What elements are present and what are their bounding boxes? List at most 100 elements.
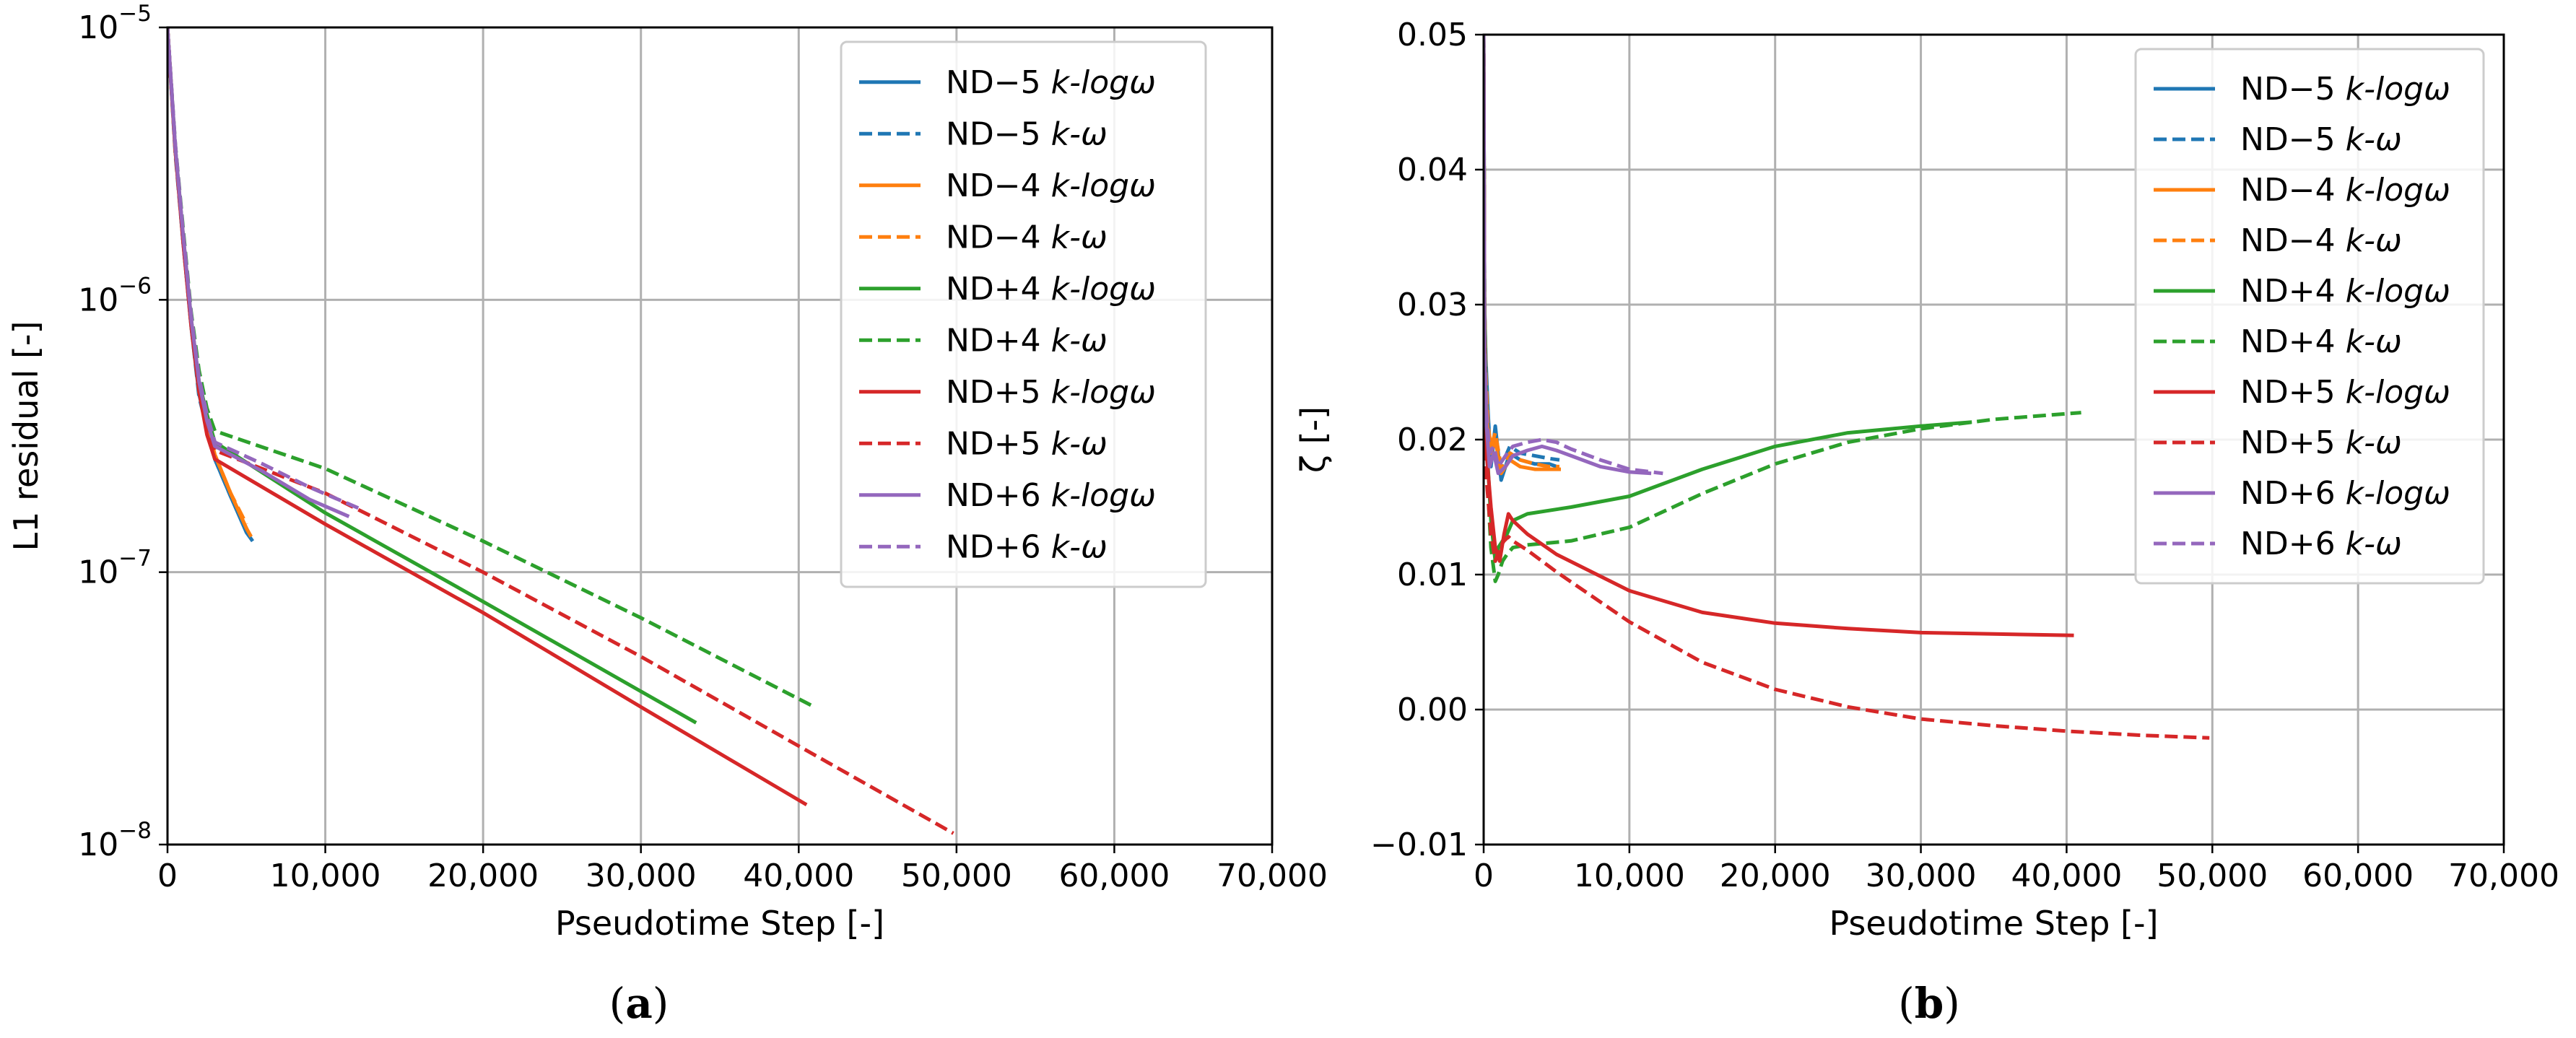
legend-entry-prefix: ND+5 <box>946 374 1051 411</box>
legend-entry-model: k-logω <box>2346 475 2450 512</box>
legend-entry-model: k-logω <box>2346 172 2450 209</box>
panel-caption: (a) <box>609 979 669 1028</box>
legend-entry-prefix: ND−5 <box>2240 121 2346 158</box>
legend-entry-model: k-ω <box>1051 425 1108 462</box>
legend-entry-6: ND+4 k-ω <box>946 322 1108 359</box>
legend-entry-model: k-logω <box>2346 374 2450 411</box>
legend-entry-prefix: ND−4 <box>946 167 1051 204</box>
y-tick-label: 10−6 <box>78 273 152 318</box>
legend-entry-model: k-ω <box>2346 121 2402 158</box>
legend-entry-model: k-logω <box>2346 71 2450 108</box>
x-axis-label: Pseudotime Step [-] <box>555 904 884 943</box>
legend-entry-prefix: ND+5 <box>2240 374 2346 411</box>
y-tick-base: 10 <box>78 282 118 318</box>
legend-entry-model: k-ω <box>1051 528 1108 565</box>
panel-a: 0 10,000 20,000 30,000 40,000 50,000 60,000 70,… <box>6 1 1328 1028</box>
series-line-8 <box>1484 35 2210 740</box>
legend-entry-5: ND+4 k-logω <box>2240 273 2450 310</box>
x-tick-label: 40,000 <box>2011 858 2122 894</box>
y-tick-base: 10 <box>78 554 118 591</box>
panel-b: 0 10,000 20,000 30,000 40,000 50,000 60,000 70,… <box>1294 17 2559 1028</box>
legend-entry-prefix: ND−4 <box>2240 172 2346 209</box>
x-tick-label: 50,000 <box>901 858 1012 894</box>
legend-entry-prefix: ND+4 <box>2240 323 2346 360</box>
legend-entry-prefix: ND+6 <box>2240 475 2346 512</box>
y-tick-base: 10 <box>78 827 118 863</box>
x-tick-label: 20,000 <box>427 858 539 894</box>
legend-entry-9: ND+6 k-logω <box>2240 475 2450 512</box>
series-line-10 <box>1484 35 1663 476</box>
legend-entry-model: k-logω <box>1051 167 1156 204</box>
legend-entry-model: k-ω <box>2346 424 2402 461</box>
x-tick-label: 40,000 <box>743 858 854 894</box>
x-tick-label: 50,000 <box>2157 858 2268 894</box>
legend-entry-prefix: ND+6 <box>2240 525 2346 562</box>
legend-entry-5: ND+4 k-logω <box>946 271 1156 308</box>
y-tick-exponent: −7 <box>118 546 152 572</box>
panel-caption-letter: a <box>625 979 653 1028</box>
x-tick-label: 60,000 <box>2302 858 2414 894</box>
legend-entry-3: ND−4 k-logω <box>2240 172 2450 209</box>
legend-entry-1: ND−5 k-logω <box>2240 71 2450 108</box>
y-tick-label: 10−7 <box>78 546 152 591</box>
legend-box <box>2134 48 2485 585</box>
legend-entry-prefix: ND+5 <box>2240 424 2346 461</box>
legend-entry-3: ND−4 k-logω <box>946 167 1156 204</box>
legend-entry-prefix: ND−4 <box>2240 222 2346 259</box>
y-tick-label: 0.04 <box>1397 152 1468 188</box>
y-tick-label: 0.01 <box>1397 557 1468 593</box>
x-tick-label: 70,000 <box>2448 858 2559 894</box>
legend-box <box>840 40 1207 588</box>
legend-entry-model: k-logω <box>1051 374 1156 411</box>
legend-entry-7: ND+5 k-logω <box>946 374 1156 411</box>
legend-entry-prefix: ND+6 <box>946 477 1051 514</box>
legend-entry-2: ND−5 k-ω <box>2240 121 2402 158</box>
legend-entry-9: ND+6 k-logω <box>946 477 1156 514</box>
y-axis-label: ζ [-] <box>1294 406 1333 473</box>
y-tick-label: 0.00 <box>1397 692 1468 728</box>
x-tick-label: 0 <box>157 858 178 894</box>
legend-entry-prefix: ND−5 <box>2240 71 2346 108</box>
series-group <box>167 27 954 835</box>
x-tick-label: 10,000 <box>1574 858 1685 894</box>
legend-entry-4: ND−4 k-ω <box>946 219 1108 256</box>
legend-entry-prefix: ND+4 <box>2240 273 2346 310</box>
x-axis-label: Pseudotime Step [-] <box>1829 904 2158 943</box>
legend-entry-prefix: ND−5 <box>946 115 1051 152</box>
legend-entry-model: k-ω <box>2346 222 2402 259</box>
y-tick-exponent: −5 <box>118 1 152 27</box>
y-tick-exponent: −8 <box>118 818 152 844</box>
legend-entry-model: k-ω <box>2346 525 2402 562</box>
legend-entry-10: ND+6 k-ω <box>2240 525 2402 562</box>
panel-caption: (b) <box>1898 979 1960 1028</box>
x-tick-label: 70,000 <box>1217 858 1328 894</box>
legend-entry-prefix: ND+4 <box>946 271 1051 308</box>
y-tick-label: 10−5 <box>78 1 152 46</box>
legend-entry-8: ND+5 k-ω <box>946 425 1108 462</box>
y-tick-label: −0.01 <box>1370 827 1468 863</box>
x-tick-label: 0 <box>1474 858 1494 894</box>
y-tick-exponent: −6 <box>118 273 152 299</box>
y-tick-label: 0.05 <box>1397 17 1468 53</box>
legend-entry-prefix: ND+5 <box>946 425 1051 462</box>
panel-caption-letter: b <box>1915 979 1944 1028</box>
x-tick-label: 60,000 <box>1058 858 1170 894</box>
legend-entry-model: k-ω <box>1051 219 1108 256</box>
legend-entry-prefix: ND−4 <box>946 219 1051 256</box>
legend-entry-model: k-logω <box>1051 477 1156 514</box>
series-line-7 <box>1484 35 2074 637</box>
y-tick-base: 10 <box>78 9 118 46</box>
legend-entry-prefix: ND+6 <box>946 528 1051 565</box>
series-line-10 <box>167 27 362 512</box>
legend-entry-model: k-logω <box>1051 64 1156 101</box>
x-tick-label: 20,000 <box>1720 858 1831 894</box>
legend-entry-2: ND−5 k-ω <box>946 115 1108 152</box>
y-axis-label: L1 residual [-] <box>6 321 45 551</box>
legend-entry-6: ND+4 k-ω <box>2240 323 2402 360</box>
legend-entry-prefix: ND−5 <box>946 64 1051 101</box>
axes-frame <box>1482 33 2505 846</box>
legend-entry-model: k-logω <box>1051 271 1156 308</box>
legend-entry-model: k-ω <box>2346 323 2402 360</box>
